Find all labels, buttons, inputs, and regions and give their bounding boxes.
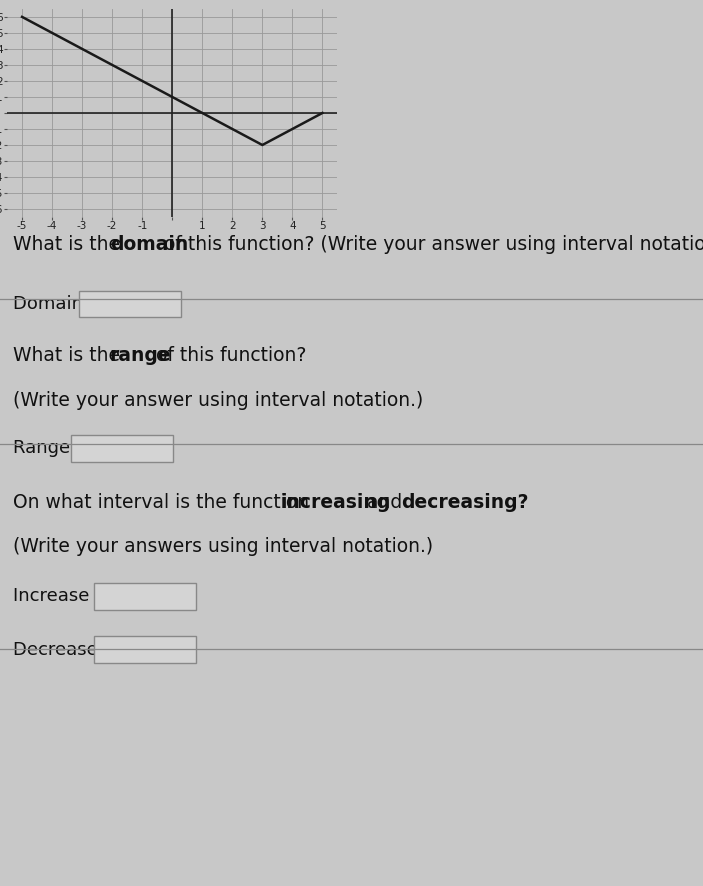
Text: range: range [110,346,172,365]
Text: increasing: increasing [280,493,390,511]
Text: Range =: Range = [13,439,91,457]
Text: and: and [361,493,408,511]
Text: of this function? (Write your answer using interval notation.): of this function? (Write your answer usi… [158,235,703,253]
Text: Domain =: Domain = [13,295,103,313]
Text: What is the: What is the [13,235,126,253]
Text: (Write your answer using interval notation.): (Write your answer using interval notati… [13,391,423,409]
Text: On what interval is the function: On what interval is the function [13,493,315,511]
Text: of this function?: of this function? [150,346,307,365]
Text: Increase =: Increase = [13,587,110,605]
Text: Decrease =: Decrease = [13,641,118,658]
Text: domain: domain [110,235,188,253]
Text: (Write your answers using interval notation.): (Write your answers using interval notat… [13,537,433,556]
Text: What is the: What is the [13,346,126,365]
Text: decreasing?: decreasing? [401,493,529,511]
